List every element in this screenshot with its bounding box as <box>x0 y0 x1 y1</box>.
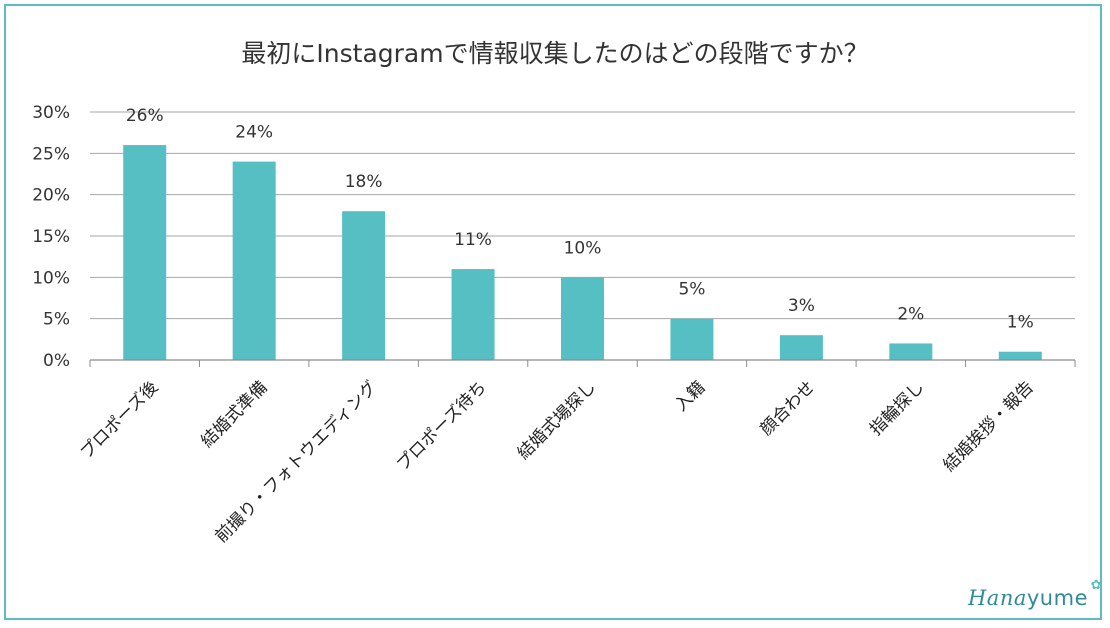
data-label: 2% <box>897 304 924 324</box>
brand-name-part2: yume <box>1026 586 1088 610</box>
category-label: 結婚式準備 <box>197 377 271 451</box>
category-label: プロポーズ後 <box>77 377 163 463</box>
category-label: 結婚挨拶・報告 <box>940 377 1038 475</box>
bar <box>451 269 495 360</box>
chart-title: 最初にInstagramで情報収集したのはどの段階ですか？ <box>241 39 868 68</box>
y-tick-label: 10% <box>32 268 70 288</box>
data-label: 1% <box>1007 313 1034 333</box>
y-axis-ticks: 0% 5% 10% 15% 20% 25% 30% <box>32 103 70 371</box>
bar <box>342 211 386 360</box>
category-label: 結婚式場探し <box>514 377 600 463</box>
category-labels: プロポーズ後 結婚式準備前撮り・フォトウエディング プロポーズ待ち 結婚式場探し 入籍顔… <box>77 377 1038 547</box>
bars <box>123 145 1042 360</box>
data-label: 5% <box>678 280 705 300</box>
category-label: 入籍 <box>671 377 709 415</box>
bar <box>779 335 823 360</box>
data-label: 24% <box>235 123 273 143</box>
bar <box>123 145 167 360</box>
data-labels: 26% 24% 18% 11% 10% 5% 3% 2% 1% <box>126 106 1034 333</box>
bar <box>889 343 933 360</box>
y-tick-label: 0% <box>43 351 70 371</box>
data-label: 3% <box>788 296 815 316</box>
data-label: 10% <box>564 238 602 258</box>
brand-name-part1: Hana <box>967 586 1027 610</box>
category-label: プロポーズ待ち <box>393 377 491 475</box>
brand-logo: Hanayume ✿ <box>967 578 1101 610</box>
y-tick-label: 30% <box>32 103 70 123</box>
y-tick-label: 15% <box>32 227 70 247</box>
y-tick-label: 5% <box>43 310 70 330</box>
category-label: 指輪探し <box>866 377 928 439</box>
data-label: 11% <box>454 230 492 250</box>
x-axis <box>89 359 1076 367</box>
y-tick-label: 25% <box>32 144 70 164</box>
category-label: 顔合わせ <box>757 377 819 439</box>
data-label: 26% <box>126 106 164 126</box>
bar <box>670 318 714 360</box>
bar <box>561 277 604 360</box>
flower-icon: ✿ <box>1090 578 1102 593</box>
bar <box>998 351 1042 360</box>
y-tick-label: 20% <box>32 186 70 206</box>
data-label: 18% <box>345 172 383 192</box>
chart-frame <box>4 4 1102 620</box>
bar <box>232 161 276 360</box>
